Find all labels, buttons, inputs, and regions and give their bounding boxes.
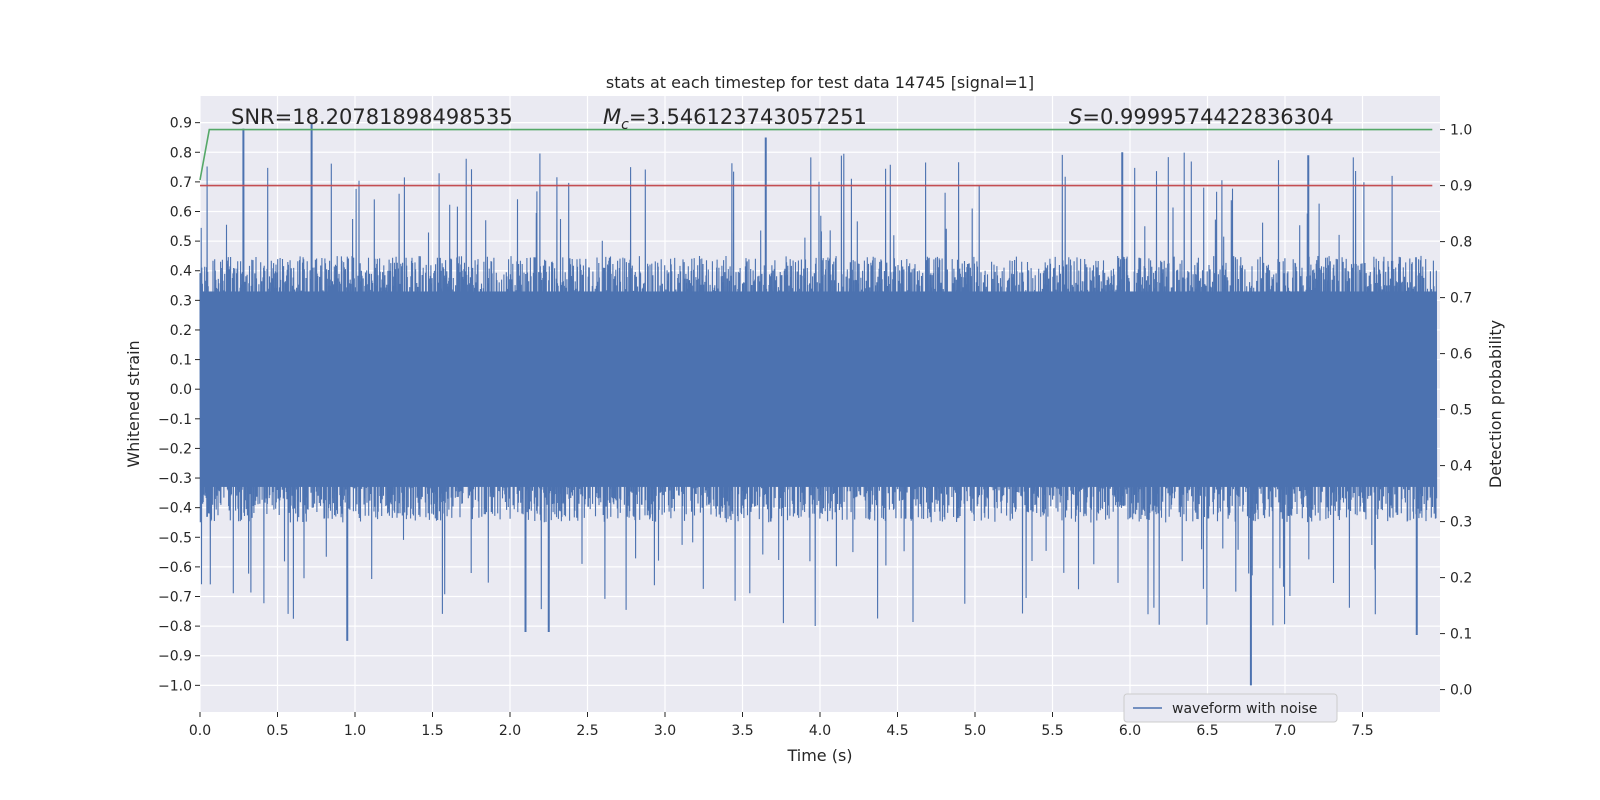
y-tick-label: −1.0 (158, 678, 192, 694)
y2-tick-label: 1.0 (1450, 123, 1472, 139)
x-tick-label: 0.0 (189, 723, 211, 739)
x-tick-label: 7.0 (1274, 723, 1296, 739)
y-tick-label: −0.1 (158, 412, 192, 428)
chirp-mass-value: =3.546123743057251 (629, 105, 867, 129)
y-tick-label: 0.7 (170, 175, 192, 191)
y-tick-label: 0.6 (170, 205, 192, 221)
x-axis-label: Time (s) (786, 746, 852, 765)
y2-axis-ticks: 1.0 0.9 0.8 0.7 0.6 0.5 0.4 0.3 0.2 0.1 0.0 (1440, 123, 1472, 699)
y-tick-label: −0.8 (158, 619, 192, 635)
x-tick-label: 5.5 (1041, 723, 1063, 739)
detection-probability-line (199, 128, 1433, 181)
y2-axis-label: Detection probability (1486, 320, 1505, 488)
x-tick-label: 1.0 (344, 723, 366, 739)
waveform-core-band (200, 291, 1437, 487)
y-tick-label: −0.7 (158, 590, 192, 606)
chirp-mass-subscript: c (621, 117, 629, 133)
chart-title: stats at each timestep for test data 147… (606, 73, 1034, 92)
y2-tick-label: 0.6 (1450, 347, 1472, 363)
y-tick-label: −0.4 (158, 501, 192, 517)
x-tick-label: 3.5 (731, 723, 753, 739)
legend: waveform with noise (1123, 693, 1338, 723)
x-tick-label: 2.5 (576, 723, 598, 739)
snr-annotation: SNR=18.20781898498535 (231, 105, 513, 129)
x-tick-label: 6.5 (1196, 723, 1218, 739)
x-tick-label: 4.0 (809, 723, 831, 739)
y2-tick-label: 0.7 (1450, 291, 1472, 307)
y-tick-label: 0.8 (170, 145, 192, 161)
score-value: =0.9999574422836304 (1082, 105, 1333, 129)
y-tick-label: 0.0 (170, 382, 192, 398)
score-symbol: S (1069, 105, 1082, 129)
score-annotation: S=0.9999574422836304 (1069, 105, 1334, 129)
y-tick-label: 0.9 (170, 116, 192, 132)
x-tick-label: 2.0 (499, 723, 521, 739)
y-tick-label: −0.2 (158, 441, 192, 457)
y2-tick-label: 0.3 (1450, 515, 1472, 531)
y-tick-label: −0.3 (158, 471, 192, 487)
x-tick-label: 7.5 (1351, 723, 1373, 739)
x-tick-label: 1.5 (421, 723, 443, 739)
x-axis-ticks: 0.0 0.5 1.0 1.5 2.0 2.5 3.0 3.5 4.0 4.5 5.0 5.5 6.0 6… (189, 712, 1374, 739)
chirp-mass-annotation: Mc=3.546123743057251 (603, 105, 867, 133)
x-tick-label: 3.0 (654, 723, 676, 739)
x-tick-label: 5.0 (964, 723, 986, 739)
legend-box (1123, 693, 1338, 723)
waveform-series (199, 122, 1438, 686)
x-tick-label: 0.5 (266, 723, 288, 739)
y-tick-label: 0.4 (170, 264, 192, 280)
y-tick-label: 0.1 (170, 353, 192, 369)
y2-tick-label: 0.0 (1450, 683, 1472, 699)
y-tick-label: −0.5 (158, 530, 192, 546)
y2-tick-label: 0.2 (1450, 571, 1472, 587)
x-tick-label: 6.0 (1119, 723, 1141, 739)
y2-tick-label: 0.8 (1450, 235, 1472, 251)
y2-tick-label: 0.5 (1450, 403, 1472, 419)
y-tick-label: 0.3 (170, 293, 192, 309)
y-tick-label: 0.2 (170, 323, 192, 339)
y2-tick-label: 0.4 (1450, 459, 1472, 475)
y-axis-ticks: 0.9 0.8 0.7 0.6 0.5 0.4 0.3 0.2 0.1 0.0 −0.1 −0.2 −0… (158, 116, 200, 694)
y-tick-label: 0.5 (170, 234, 192, 250)
y-axis-label: Whitened strain (124, 340, 143, 467)
probability-lines (199, 128, 1433, 187)
y-tick-label: −0.9 (158, 649, 192, 665)
x-tick-label: 4.5 (886, 723, 908, 739)
chirp-mass-symbol: M (603, 105, 621, 129)
legend-label-waveform: waveform with noise (1172, 701, 1317, 717)
y2-tick-label: 0.9 (1450, 179, 1472, 195)
y-tick-label: −0.6 (158, 560, 192, 576)
y2-tick-label: 0.1 (1450, 627, 1472, 643)
